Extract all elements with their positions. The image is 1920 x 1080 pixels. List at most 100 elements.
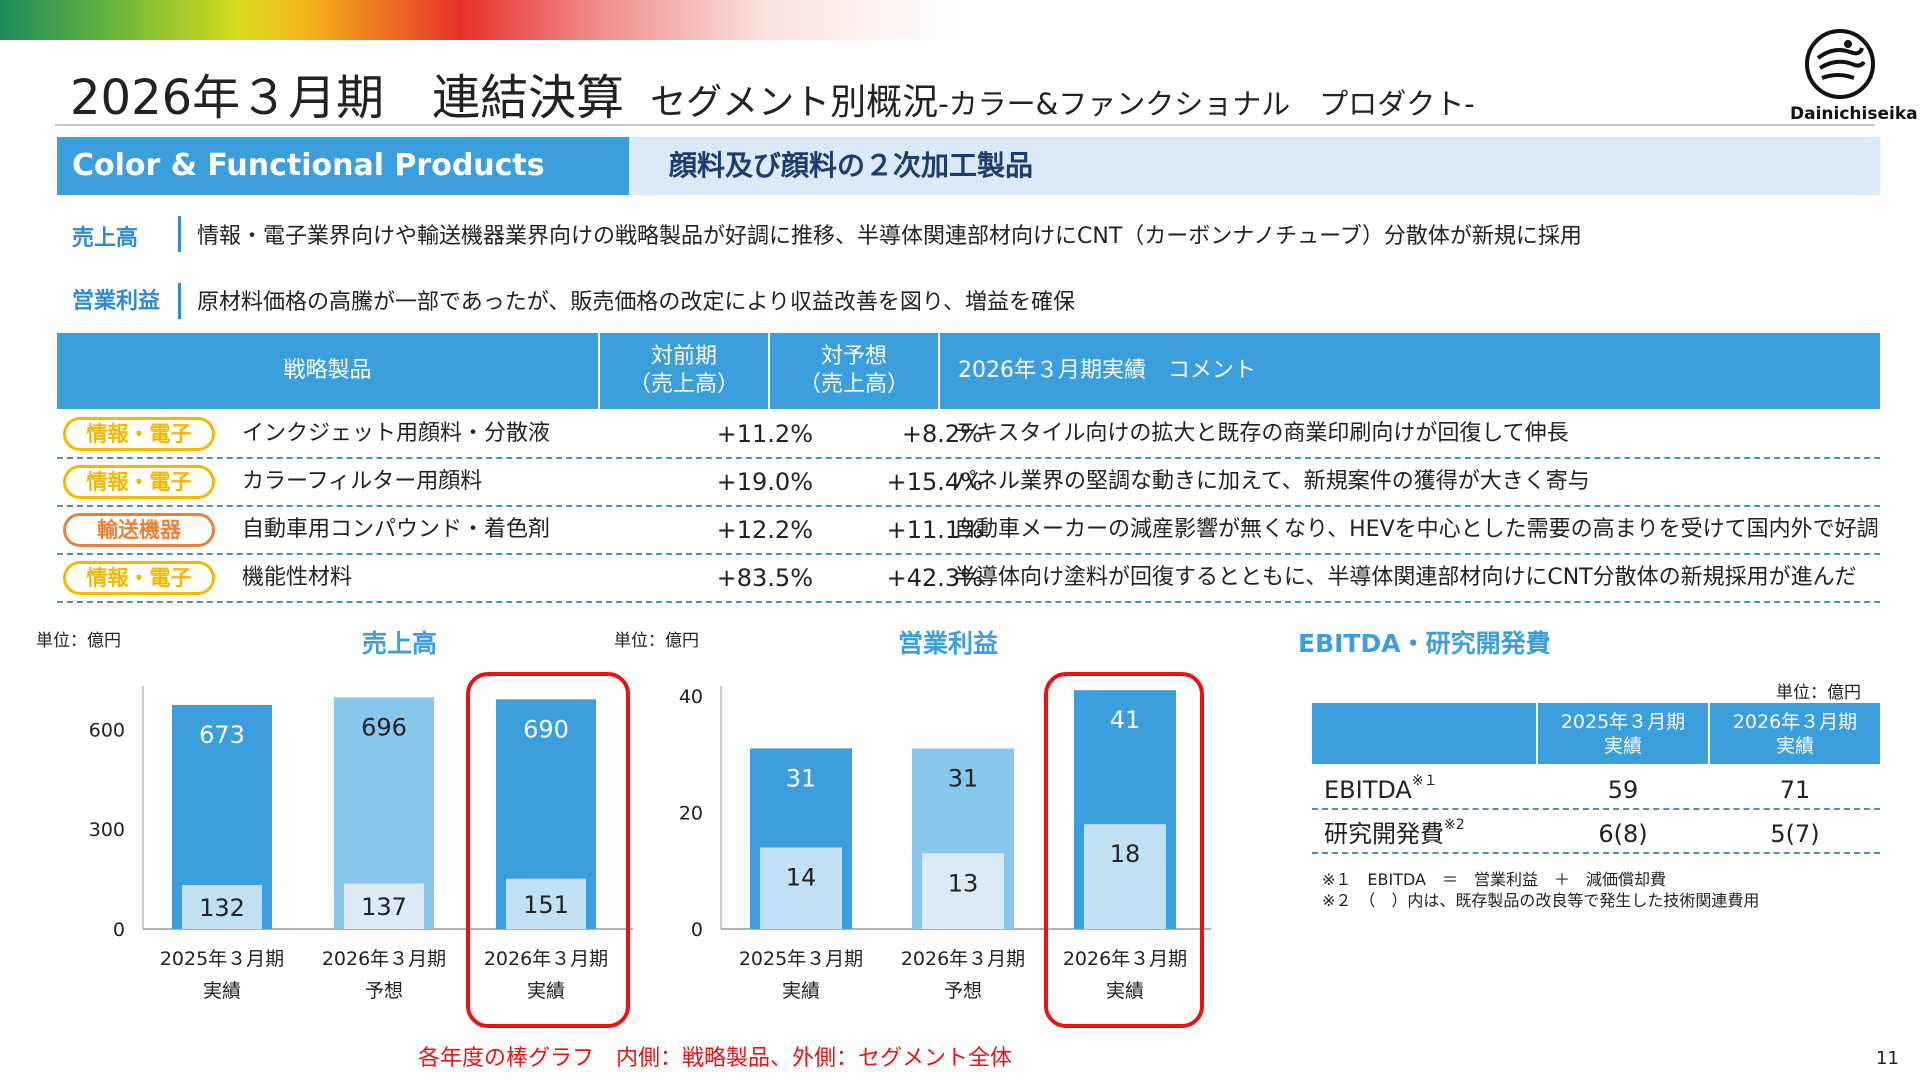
table-header-product: 戦略製品: [57, 333, 598, 409]
profit-chart-title: 営業利益: [898, 629, 999, 658]
ebitda-2025-value: 59: [1607, 776, 1639, 804]
product-name: インクジェット用顔料・分散液: [242, 421, 551, 446]
ebitda-footnote-2: ※２ （ ）内は、既存製品の改良等で発生した技術関連費用: [1322, 891, 1760, 910]
ebitda-row: EBITDA※１ 59 71: [1312, 766, 1880, 810]
ebitda-header-2025: 2025年３月期 実績: [1538, 703, 1708, 764]
profit-highlight-frame: [1044, 672, 1204, 1028]
summary-sales-divider: [178, 216, 181, 252]
table-row: 情報・電子 機能性材料 +83.5% +42.3% 半導体向け塗料が回復するとと…: [57, 555, 1880, 603]
x-tick-label: 2025年３月期: [739, 948, 863, 970]
sales-highlight-frame: [466, 672, 630, 1028]
ebitda-footnote-1: ※１ EBITDA ＝ 営業利益 ＋ 減価償却費: [1322, 870, 1666, 889]
page-number: 11: [1876, 1048, 1899, 1069]
bar-strategic-products: [182, 885, 262, 929]
x-tick-label: 予想: [365, 980, 403, 1002]
data-label-total: 696: [361, 713, 407, 741]
product-name: 機能性材料: [242, 565, 353, 590]
vs-forecast-value: +15.4%: [886, 468, 983, 496]
table-row: 情報・電子 インクジェット用顔料・分散液 +11.2% +8.2% テキスタイル…: [57, 411, 1880, 459]
y-tick-label: 0: [113, 919, 125, 941]
category-tag: 情報・電子: [63, 561, 215, 595]
summary-profit-text: 原材料価格の高騰が一部であったが、販売価格の改定により収益改善を図り、増益を確保: [197, 290, 1076, 315]
bar-strategic-products: [506, 878, 586, 929]
data-label-total: 690: [523, 715, 569, 743]
sales-chart-unit: 単位：億円: [36, 631, 121, 651]
summary-profit-label: 営業利益: [72, 289, 161, 314]
ebitda-label: EBITDA※１: [1324, 773, 1438, 804]
segment-name-en: Color & Functional Products: [57, 137, 629, 195]
ebitda-note-mark: ※１: [1411, 773, 1438, 789]
table-row: 輸送機器 自動車用コンパウンド・着色剤 +12.2% +11.1% 自動車メーカ…: [57, 507, 1880, 555]
comment: パネル業界の堅調な動きに加えて、新規案件の獲得が大きく寄与: [954, 469, 1590, 494]
data-label-strategic: 137: [361, 893, 407, 921]
y-tick-label: 40: [679, 686, 703, 708]
category-tag: 情報・電子: [63, 465, 215, 499]
y-tick-label: 20: [679, 803, 703, 825]
crane-logo-icon: [1805, 29, 1875, 99]
yoy-value: +11.2%: [716, 420, 813, 448]
table-header-vs-forecast: 対予想 （売上高）: [770, 333, 938, 409]
ebitda-header-blank: [1312, 703, 1536, 764]
profit-chart-unit: 単位：億円: [614, 631, 699, 651]
table-header-comment: 2026年３月期実績 コメント: [940, 333, 1880, 409]
data-label-total: 31: [948, 764, 979, 792]
vs-forecast-value: +11.1%: [886, 516, 983, 544]
product-name: 自動車用コンパウンド・着色剤: [242, 517, 551, 542]
ebitda-title: EBITDA・研究開発費: [1298, 629, 1551, 658]
chart-legend-note: 各年度の棒グラフ 内側：戦略製品、外側：セグメント全体: [418, 1046, 1013, 1071]
y-tick-label: 0: [691, 919, 703, 941]
x-tick-label: 2026年３月期: [1063, 948, 1187, 970]
vs-forecast-value: +42.3%: [886, 564, 983, 592]
company-logo: Dainichiseika: [1790, 28, 1918, 124]
rd-2026-value: 5(7): [1770, 820, 1820, 848]
page-title-main: 2026年３月期 連結決算: [70, 70, 625, 126]
x-tick-label: 実績: [1106, 980, 1144, 1002]
x-tick-label: 実績: [782, 980, 820, 1002]
top-gradient-bar: [0, 0, 960, 40]
bar-strategic-products: [1084, 824, 1166, 929]
ebitda-unit: 単位：億円: [1776, 683, 1861, 703]
table-header-yoy: 対前期 （売上高）: [600, 333, 768, 409]
comment: テキスタイル向けの拡大と既存の商業印刷向けが回復して伸長: [954, 421, 1569, 446]
yoy-value: +83.5%: [716, 564, 813, 592]
y-tick-label: 300: [89, 819, 125, 841]
company-logo-text: Dainichiseika: [1790, 104, 1918, 124]
category-tag: 輸送機器: [63, 513, 215, 547]
vs-forecast-value: +8.2%: [901, 420, 983, 448]
bar-strategic-products: [760, 847, 842, 929]
summary-sales-text: 情報・電子業界向けや輸送機器業界向けの戦略製品が好調に推移、半導体関連部材向けに…: [197, 224, 1582, 249]
comment: 自動車メーカーの減産影響が無くなり、HEVを中心とした需要の高まりを受けて国内外…: [954, 517, 1879, 542]
yoy-value: +12.2%: [716, 516, 813, 544]
ebitda-header-2026: 2026年３月期 実績: [1710, 703, 1880, 764]
comment: 半導体向け塗料が回復するとともに、半導体関連部材向けにCNT分散体の新規採用が進…: [954, 565, 1857, 590]
bar-strategic-products: [344, 883, 424, 929]
sales-chart-title: 売上高: [362, 629, 438, 658]
data-label-total: 41: [1110, 706, 1141, 734]
x-tick-label: 2026年３月期: [484, 948, 608, 970]
yoy-value: +19.0%: [716, 468, 813, 496]
x-tick-label: 実績: [203, 980, 241, 1002]
summary-profit-divider: [178, 283, 181, 319]
data-label-strategic: 18: [1110, 840, 1141, 868]
data-label-strategic: 13: [948, 869, 979, 897]
page-title-sub2: -カラー&ファンクショナル プロダクト-: [938, 87, 1475, 121]
ebitda-row: 研究開発費※2 6(8) 5(7): [1312, 810, 1880, 854]
data-label-strategic: 14: [786, 863, 817, 891]
rd-2025-value: 6(8): [1598, 820, 1648, 848]
x-tick-label: 実績: [527, 980, 565, 1002]
x-tick-label: 予想: [944, 980, 982, 1002]
data-label-strategic: 132: [199, 894, 245, 922]
segment-name-jp: 顔料及び顔料の２次加工製品: [629, 137, 1880, 195]
summary-sales-label: 売上高: [72, 226, 139, 251]
y-tick-label: 600: [89, 719, 125, 741]
x-tick-label: 2025年３月期: [160, 948, 284, 970]
page-title: 2026年３月期 連結決算 セグメント別概況-カラー&ファンクショナル プロダクト…: [70, 58, 1475, 128]
data-label-total: 673: [199, 721, 245, 749]
table-row: 情報・電子 カラーフィルター用顔料 +19.0% +15.4% パネル業界の堅調…: [57, 459, 1880, 507]
page-title-sub: セグメント別概況: [650, 82, 939, 123]
rd-note-mark: ※2: [1444, 817, 1465, 833]
data-label-strategic: 151: [523, 891, 569, 919]
product-name: カラーフィルター用顔料: [242, 469, 483, 494]
